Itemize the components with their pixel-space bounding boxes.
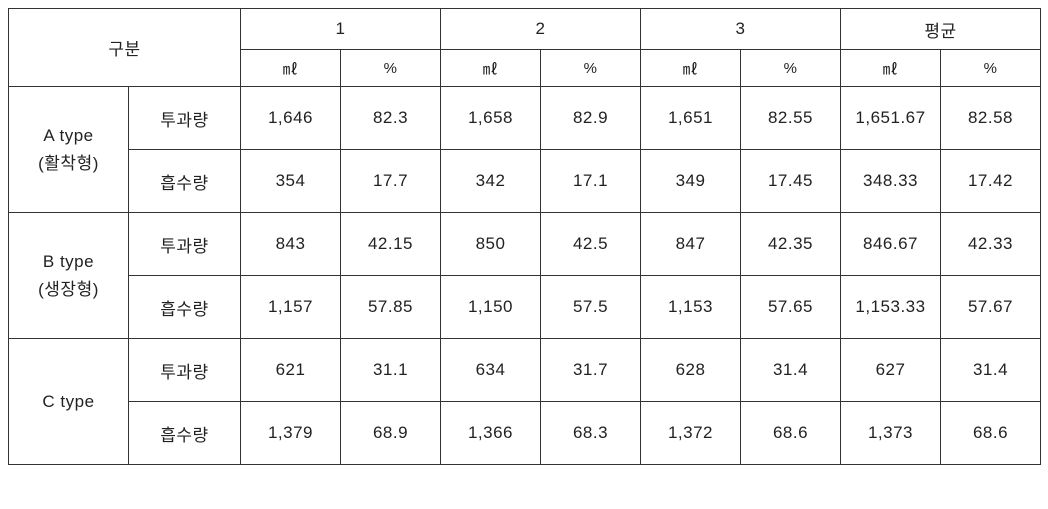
table-row: B type (생장형) 투과량 843 42.15 850 42.5 847 …: [9, 213, 1041, 276]
metric-label: 투과량: [129, 339, 241, 402]
cell: 1,651: [641, 87, 741, 150]
cell: 1,372: [641, 402, 741, 465]
metric-label: 흡수량: [129, 150, 241, 213]
cell: 57.67: [941, 276, 1041, 339]
cell: 82.58: [941, 87, 1041, 150]
cell: 57.65: [741, 276, 841, 339]
cell: 1,658: [441, 87, 541, 150]
cell: 621: [241, 339, 341, 402]
cell: 42.15: [341, 213, 441, 276]
header-row-1: 구분 1 2 3 평균: [9, 9, 1041, 50]
subcol-pct: %: [941, 50, 1041, 87]
cell: 31.1: [341, 339, 441, 402]
table-row: 흡수량 1,157 57.85 1,150 57.5 1,153 57.65 1…: [9, 276, 1041, 339]
cell: 31.7: [541, 339, 641, 402]
header-group-2: 2: [441, 9, 641, 50]
table-row: C type 투과량 621 31.1 634 31.7 628 31.4 62…: [9, 339, 1041, 402]
cell: 57.85: [341, 276, 441, 339]
table-row: 흡수량 354 17.7 342 17.1 349 17.45 348.33 1…: [9, 150, 1041, 213]
cell: 82.3: [341, 87, 441, 150]
cell: 17.1: [541, 150, 641, 213]
header-group-3: 3: [641, 9, 841, 50]
metric-label: 투과량: [129, 87, 241, 150]
cell: 82.55: [741, 87, 841, 150]
cell: 82.9: [541, 87, 641, 150]
cell: 843: [241, 213, 341, 276]
cell: 846.67: [841, 213, 941, 276]
cell: 68.6: [741, 402, 841, 465]
cell: 17.7: [341, 150, 441, 213]
subcol-ml: ㎖: [841, 50, 941, 87]
cell: 42.33: [941, 213, 1041, 276]
cell: 1,150: [441, 276, 541, 339]
cell: 17.45: [741, 150, 841, 213]
header-group-1: 1: [241, 9, 441, 50]
cell: 68.3: [541, 402, 641, 465]
type-label-b: B type (생장형): [9, 213, 129, 339]
subcol-ml: ㎖: [441, 50, 541, 87]
type-label-a: A type (활착형): [9, 87, 129, 213]
type-name: A type: [43, 126, 93, 145]
cell: 628: [641, 339, 741, 402]
metric-label: 흡수량: [129, 402, 241, 465]
cell: 627: [841, 339, 941, 402]
subcol-ml: ㎖: [241, 50, 341, 87]
cell: 1,153.33: [841, 276, 941, 339]
cell: 1,157: [241, 276, 341, 339]
table-row: 흡수량 1,379 68.9 1,366 68.3 1,372 68.6 1,3…: [9, 402, 1041, 465]
type-label-c: C type: [9, 339, 129, 465]
metric-label: 흡수량: [129, 276, 241, 339]
cell: 68.6: [941, 402, 1041, 465]
subcol-ml: ㎖: [641, 50, 741, 87]
type-sub: (활착형): [38, 154, 99, 173]
cell: 850: [441, 213, 541, 276]
cell: 847: [641, 213, 741, 276]
cell: 354: [241, 150, 341, 213]
type-name: B type: [43, 252, 94, 271]
cell: 31.4: [941, 339, 1041, 402]
header-category: 구분: [9, 9, 241, 87]
cell: 1,379: [241, 402, 341, 465]
table-row: A type (활착형) 투과량 1,646 82.3 1,658 82.9 1…: [9, 87, 1041, 150]
cell: 31.4: [741, 339, 841, 402]
data-table: 구분 1 2 3 평균 ㎖ % ㎖ % ㎖ % ㎖ % A type (활착형)…: [8, 8, 1041, 465]
cell: 1,366: [441, 402, 541, 465]
cell: 1,651.67: [841, 87, 941, 150]
cell: 1,373: [841, 402, 941, 465]
cell: 349: [641, 150, 741, 213]
subcol-pct: %: [741, 50, 841, 87]
type-sub: (생장형): [38, 280, 99, 299]
cell: 348.33: [841, 150, 941, 213]
cell: 57.5: [541, 276, 641, 339]
metric-label: 투과량: [129, 213, 241, 276]
cell: 42.5: [541, 213, 641, 276]
cell: 1,646: [241, 87, 341, 150]
cell: 1,153: [641, 276, 741, 339]
cell: 634: [441, 339, 541, 402]
cell: 42.35: [741, 213, 841, 276]
cell: 68.9: [341, 402, 441, 465]
table-body: A type (활착형) 투과량 1,646 82.3 1,658 82.9 1…: [9, 87, 1041, 465]
subcol-pct: %: [541, 50, 641, 87]
type-name: C type: [42, 392, 94, 411]
cell: 17.42: [941, 150, 1041, 213]
subcol-pct: %: [341, 50, 441, 87]
header-group-avg: 평균: [841, 9, 1041, 50]
cell: 342: [441, 150, 541, 213]
